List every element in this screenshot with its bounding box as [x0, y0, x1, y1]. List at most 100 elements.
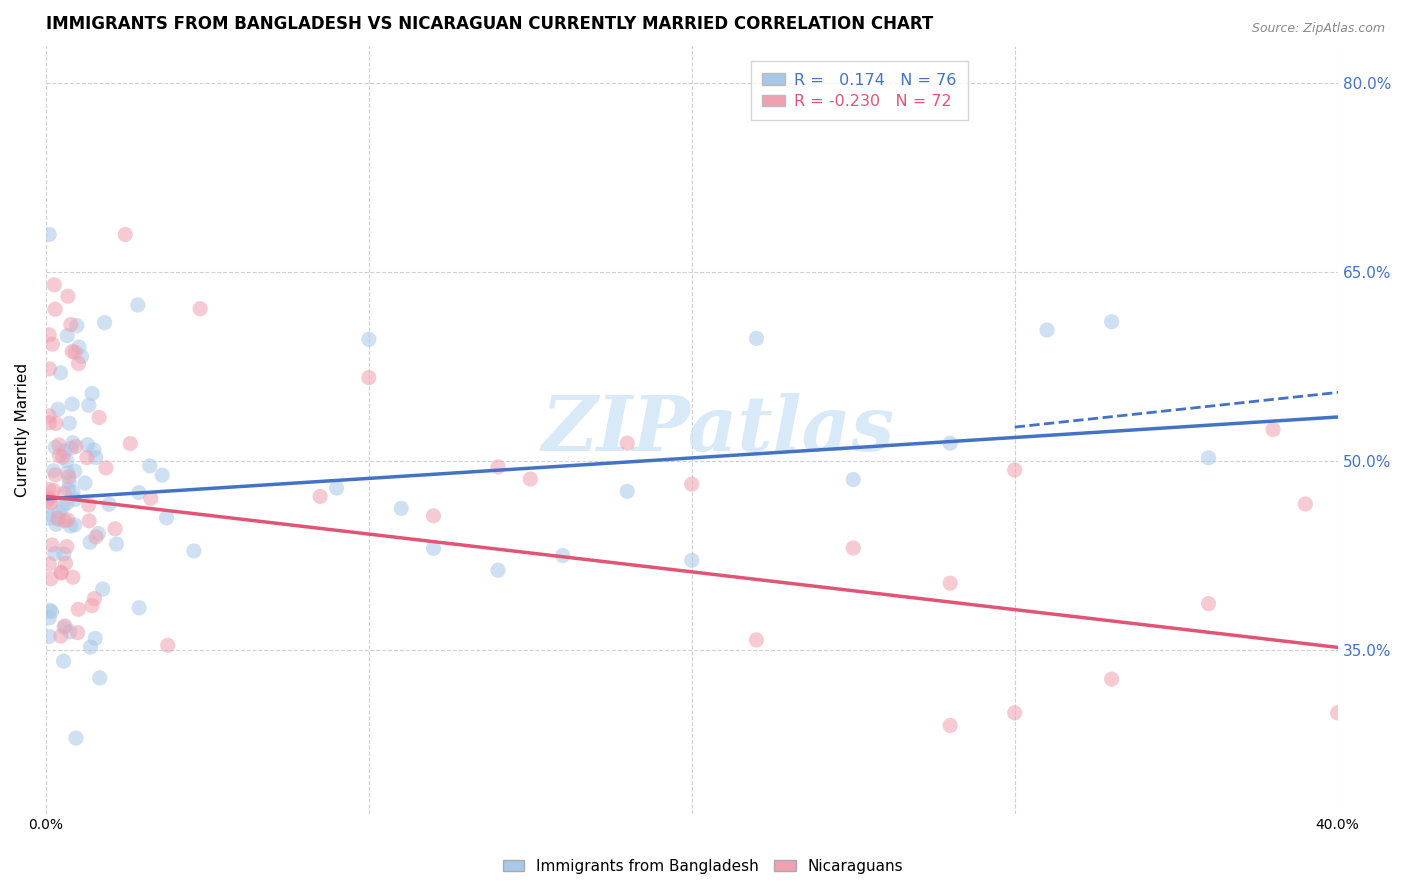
Point: [1326, 706, 1348, 720]
Point: [73, 475, 96, 490]
Text: ZIPatlas: ZIPatlas: [541, 392, 894, 467]
Point: [745, 331, 768, 345]
Point: [51, 566, 73, 580]
Point: [58, 470, 80, 484]
Point: [67, 340, 90, 354]
Point: [188, 301, 211, 316]
Point: [48, 505, 70, 519]
Point: [139, 491, 162, 506]
Point: [53, 486, 76, 500]
Point: [38, 611, 60, 625]
Point: [38, 603, 60, 617]
Point: [82, 386, 104, 401]
Point: [77, 398, 100, 412]
Point: [62, 570, 84, 584]
Point: [38, 409, 60, 423]
Point: [77, 514, 100, 528]
Point: [38, 483, 60, 497]
Point: [77, 498, 100, 512]
Point: [41, 337, 63, 351]
Point: [939, 718, 962, 732]
Point: [58, 416, 80, 430]
Point: [58, 475, 80, 489]
Point: [45, 517, 67, 532]
Point: [1198, 450, 1220, 465]
Point: [155, 510, 177, 524]
Point: [150, 468, 173, 483]
Point: [94, 460, 117, 475]
Point: [38, 511, 60, 525]
Point: [44, 277, 66, 292]
Point: [1004, 463, 1026, 477]
Point: [65, 731, 87, 745]
Point: [70, 350, 93, 364]
Point: [55, 540, 77, 554]
Point: [128, 600, 150, 615]
Point: [53, 620, 76, 634]
Point: [138, 458, 160, 473]
Point: [939, 436, 962, 450]
Text: Source: ZipAtlas.com: Source: ZipAtlas.com: [1251, 22, 1385, 36]
Point: [83, 591, 105, 606]
Point: [66, 625, 89, 640]
Point: [38, 630, 60, 644]
Point: [98, 497, 121, 511]
Point: [55, 556, 77, 570]
Point: [80, 599, 103, 613]
Point: [42, 483, 65, 498]
Point: [551, 549, 574, 563]
Point: [60, 397, 83, 411]
Point: [58, 483, 80, 497]
Point: [38, 508, 60, 522]
Point: [486, 459, 509, 474]
Point: [105, 537, 128, 551]
Point: [84, 450, 107, 465]
Point: [38, 491, 60, 505]
Point: [120, 436, 142, 450]
Point: [1101, 315, 1123, 329]
Point: [66, 318, 89, 333]
Point: [127, 298, 149, 312]
Point: [53, 443, 76, 458]
Legend: R =   0.174   N = 76, R = -0.230   N = 72: R = 0.174 N = 76, R = -0.230 N = 72: [751, 62, 967, 120]
Point: [104, 522, 127, 536]
Point: [87, 410, 110, 425]
Point: [389, 501, 412, 516]
Point: [38, 557, 60, 571]
Point: [63, 492, 86, 507]
Point: [59, 624, 82, 639]
Point: [44, 467, 66, 482]
Point: [45, 417, 67, 431]
Point: [309, 490, 332, 504]
Point: [63, 517, 86, 532]
Point: [76, 438, 98, 452]
Legend: Immigrants from Bangladesh, Nicaraguans: Immigrants from Bangladesh, Nicaraguans: [496, 853, 910, 880]
Point: [183, 544, 205, 558]
Point: [422, 508, 444, 523]
Point: [842, 473, 865, 487]
Point: [616, 436, 638, 450]
Point: [1004, 706, 1026, 720]
Point: [1101, 672, 1123, 686]
Point: [38, 492, 60, 507]
Point: [62, 435, 84, 450]
Text: IMMIGRANTS FROM BANGLADESH VS NICARAGUAN CURRENTLY MARRIED CORRELATION CHART: IMMIGRANTS FROM BANGLADESH VS NICARAGUAN…: [46, 15, 934, 33]
Point: [67, 357, 90, 371]
Point: [44, 302, 66, 317]
Point: [1261, 422, 1284, 436]
Point: [519, 472, 541, 486]
Point: [56, 289, 79, 303]
Point: [44, 440, 66, 454]
Point: [63, 345, 86, 359]
Point: [46, 402, 69, 417]
Point: [616, 484, 638, 499]
Point: [56, 513, 79, 527]
Point: [55, 454, 77, 468]
Point: [84, 632, 107, 646]
Point: [52, 654, 75, 668]
Point: [79, 535, 101, 549]
Point: [1294, 497, 1316, 511]
Point: [39, 496, 62, 510]
Point: [325, 481, 347, 495]
Point: [41, 538, 63, 552]
